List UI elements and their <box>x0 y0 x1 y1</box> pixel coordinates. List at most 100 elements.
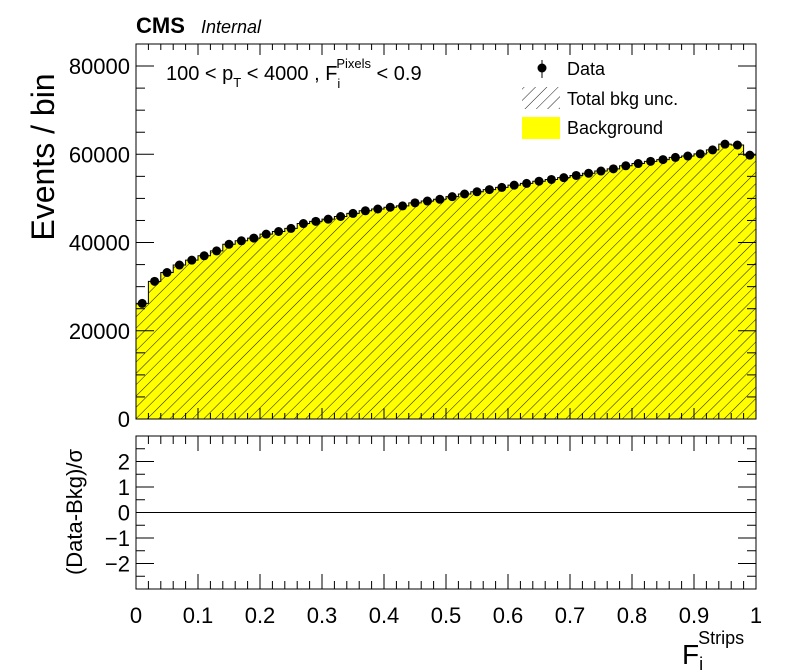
legend-bkg-label: Background <box>567 118 663 138</box>
data-point <box>646 156 656 166</box>
legend-entry-bkg: Background <box>522 117 663 139</box>
cut-label-f-sup: Pixels <box>336 56 371 71</box>
ratio-y-tick-label: 0 <box>118 501 130 526</box>
data-point <box>137 298 147 308</box>
data-point <box>695 149 705 159</box>
experiment-label: CMS <box>136 13 185 38</box>
x-tick-label: 0.1 <box>183 603 214 628</box>
data-point <box>435 194 445 204</box>
data-point <box>150 276 160 286</box>
ratio-y-axis-label: (Data-Bkg)/σ <box>62 449 87 575</box>
data-point <box>224 239 234 249</box>
cut-label-pt-sub: T <box>233 75 241 90</box>
main-axis-ticks <box>135 43 757 420</box>
data-point <box>410 198 420 208</box>
data-point <box>670 152 680 162</box>
data-point <box>212 246 222 256</box>
data-point <box>683 151 693 161</box>
data-points <box>137 139 755 308</box>
main-y-tick-label: 80000 <box>69 54 130 79</box>
x-tick-label: 0.8 <box>617 603 648 628</box>
data-point <box>373 204 383 214</box>
data-point <box>708 145 718 155</box>
x-axis-label-sup: Strips <box>698 628 744 648</box>
legend-unc-label: Total bkg unc. <box>567 89 678 109</box>
data-point <box>187 255 197 265</box>
data-point <box>162 268 172 278</box>
data-point <box>311 216 321 226</box>
x-axis-label-sub: i <box>699 654 703 672</box>
main-y-tick-labels: 0 20000 40000 60000 80000 <box>69 54 130 432</box>
cut-label-suffix: < 0.9 <box>371 63 422 85</box>
data-point <box>460 189 470 199</box>
x-tick-label: 0.2 <box>245 603 276 628</box>
data-point <box>422 196 432 206</box>
legend-entry-unc: Total bkg unc. <box>522 87 678 109</box>
data-point <box>360 206 370 216</box>
x-tick-label: 0.4 <box>369 603 400 628</box>
data-point <box>534 176 544 186</box>
data-point <box>621 161 631 171</box>
main-y-tick-label: 40000 <box>69 231 130 256</box>
data-point <box>720 139 730 149</box>
background-histogram <box>136 143 756 419</box>
legend-data-label: Data <box>567 59 606 79</box>
data-point <box>522 178 532 188</box>
x-tick-labels: 0 0.1 0.2 0.3 0.4 0.5 0.6 0.7 0.8 0.9 1 <box>130 603 762 628</box>
data-point <box>323 214 333 224</box>
data-point <box>298 219 308 229</box>
legend-unc-swatch <box>522 87 560 109</box>
data-point <box>286 223 296 233</box>
data-point <box>348 208 358 218</box>
data-point <box>732 140 742 150</box>
status-label: Internal <box>201 17 262 37</box>
ratio-y-tick-label: 2 <box>118 450 130 475</box>
data-point <box>261 229 271 239</box>
main-y-tick-label: 60000 <box>69 142 130 167</box>
legend-entry-data: Data <box>537 59 606 79</box>
ratio-y-tick-label: −1 <box>105 526 130 551</box>
data-point <box>571 170 581 180</box>
ratio-y-tick-label: 1 <box>118 475 130 500</box>
main-panel: 0 20000 40000 60000 80000 Events / bin 100 <… <box>25 43 757 432</box>
x-tick-label: 0 <box>130 603 142 628</box>
x-tick-label: 0.6 <box>493 603 524 628</box>
cut-label-f-sub: i <box>337 76 340 91</box>
data-point <box>174 260 184 270</box>
x-axis-label-main: F <box>682 639 699 670</box>
cut-label-prefix: 100 < p <box>166 63 233 85</box>
data-point <box>398 201 408 211</box>
data-point <box>472 187 482 197</box>
legend-bkg-swatch <box>522 117 560 139</box>
x-axis-label: Fi Strips <box>682 628 744 672</box>
data-point <box>608 164 618 174</box>
x-tick-label: 0.9 <box>679 603 710 628</box>
ratio-axis-ticks <box>135 435 757 590</box>
data-point <box>274 227 284 236</box>
data-point <box>633 159 643 169</box>
legend-data-marker <box>537 63 547 73</box>
data-point <box>199 251 209 261</box>
main-y-tick-label: 20000 <box>69 319 130 344</box>
legend: Data Total bkg unc. Background <box>522 59 678 139</box>
data-point <box>584 168 594 178</box>
data-point <box>745 150 755 160</box>
data-point <box>497 182 507 192</box>
total-bkg-unc-band <box>136 143 756 419</box>
data-point <box>447 192 457 202</box>
cut-label: 100 < pT < 4000 , Fi Pixels < 0.9 <box>166 56 422 91</box>
main-y-tick-label: 0 <box>118 407 130 432</box>
cut-label-middle: < 4000 , F <box>241 63 337 85</box>
data-point <box>559 173 569 183</box>
x-tick-label: 0.5 <box>431 603 462 628</box>
data-point <box>236 236 246 246</box>
main-y-axis-label: Events / bin <box>25 73 61 240</box>
data-point <box>336 212 346 221</box>
x-tick-label: 0.3 <box>307 603 338 628</box>
data-point <box>596 166 606 176</box>
data-point <box>484 185 494 195</box>
data-point <box>658 155 668 165</box>
